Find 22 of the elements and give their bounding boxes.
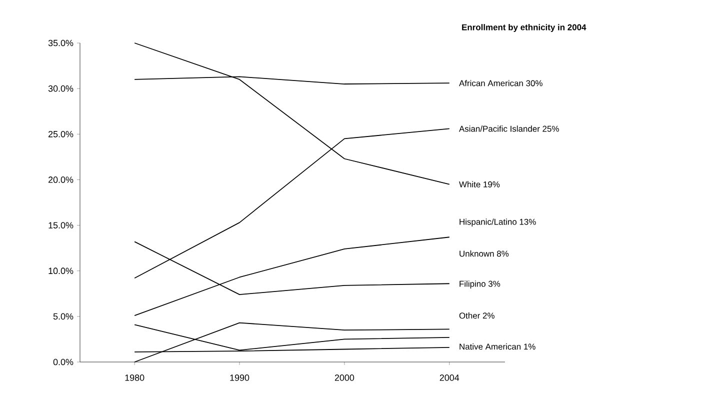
series-label: Hispanic/Latino 13%: [460, 218, 536, 226]
x-tick-label: 2004: [440, 374, 460, 381]
x-tick-label: 2000: [334, 374, 354, 381]
y-tick-label: 25.0%: [48, 130, 74, 138]
series-label: African American 30%: [459, 80, 542, 86]
text: Enrollment by ethnicity in 2004: [462, 24, 586, 32]
x-tick-label: 1980: [125, 374, 144, 381]
y-tick-label: 15.0%: [48, 222, 74, 228]
text: Unknown 8%: [460, 250, 509, 257]
y-tick-label: 10.0%: [48, 268, 74, 274]
text: Filipino 3%: [460, 280, 500, 288]
x-tick-label: 1990: [230, 374, 250, 381]
y-tick-label: 5.0%: [53, 313, 74, 320]
series-label: Asian/Pacific Islander 25%: [459, 126, 559, 132]
line-series: [134, 236, 450, 316]
y-tick-label: 35.0%: [48, 40, 74, 46]
y-tick-label: 20.0%: [48, 176, 74, 183]
y-tick-label: 30.0%: [48, 85, 74, 92]
series-label: White 19%: [459, 181, 500, 188]
series-label: Native American 1%: [460, 343, 536, 350]
y-tick-label: 0.0%: [53, 358, 74, 366]
text: Other 2%: [459, 312, 494, 319]
